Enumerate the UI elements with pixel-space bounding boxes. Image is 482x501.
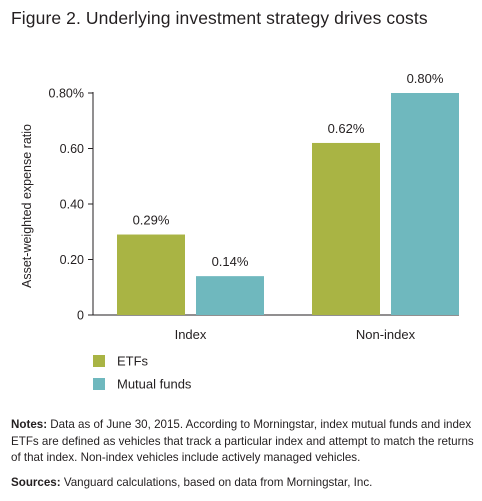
figure-title: Figure 2. Underlying investment strategy… [11, 8, 428, 28]
bar [117, 234, 185, 315]
x-category-label: Index [175, 327, 207, 342]
legend-label: ETFs [117, 354, 149, 369]
y-axis-title: Asset-weighted expense ratio [20, 124, 34, 288]
bar-value-label: 0.80% [407, 71, 444, 86]
x-axis: Index Non-index [93, 314, 459, 342]
bar [391, 93, 459, 315]
sources-label: Sources: [11, 476, 61, 489]
y-tick-label: 0.60 [60, 142, 84, 156]
legend-label: Mutual funds [117, 377, 192, 392]
bar-chart: 0 0.20 0.40 0.60 0.80% Asset-weighted expense… [20, 71, 459, 392]
bar [312, 142, 380, 315]
notes: Notes: Data as of June 30, 2015. Accordi… [11, 417, 477, 467]
legend-swatch [93, 355, 105, 367]
bars: 0.29% 0.62% 0.14% 0.80% [117, 71, 459, 315]
bar-value-label: 0.62% [328, 121, 365, 136]
y-tick-label: 0.20 [60, 253, 84, 267]
legend-swatch [93, 378, 105, 390]
bar [196, 276, 264, 315]
notes-text: Data as of June 30, 2015. According to M… [11, 418, 474, 465]
bar-value-label: 0.14% [212, 254, 249, 269]
notes-label: Notes: [11, 418, 48, 431]
sources-text: Vanguard calculations, based on data fro… [60, 476, 373, 489]
y-tick-label: 0.80% [49, 87, 84, 101]
y-tick-label: 0 [77, 309, 84, 323]
y-tick-label: 0.40 [60, 198, 84, 212]
x-category-label: Non-index [356, 327, 416, 342]
bar-value-label: 0.29% [133, 213, 170, 228]
legend: ETFs Mutual funds [93, 354, 192, 392]
y-axis: 0 0.20 0.40 0.60 0.80% Asset-weighted expense… [20, 87, 94, 323]
sources: Sources: Vanguard calculations, based on… [11, 475, 477, 491]
